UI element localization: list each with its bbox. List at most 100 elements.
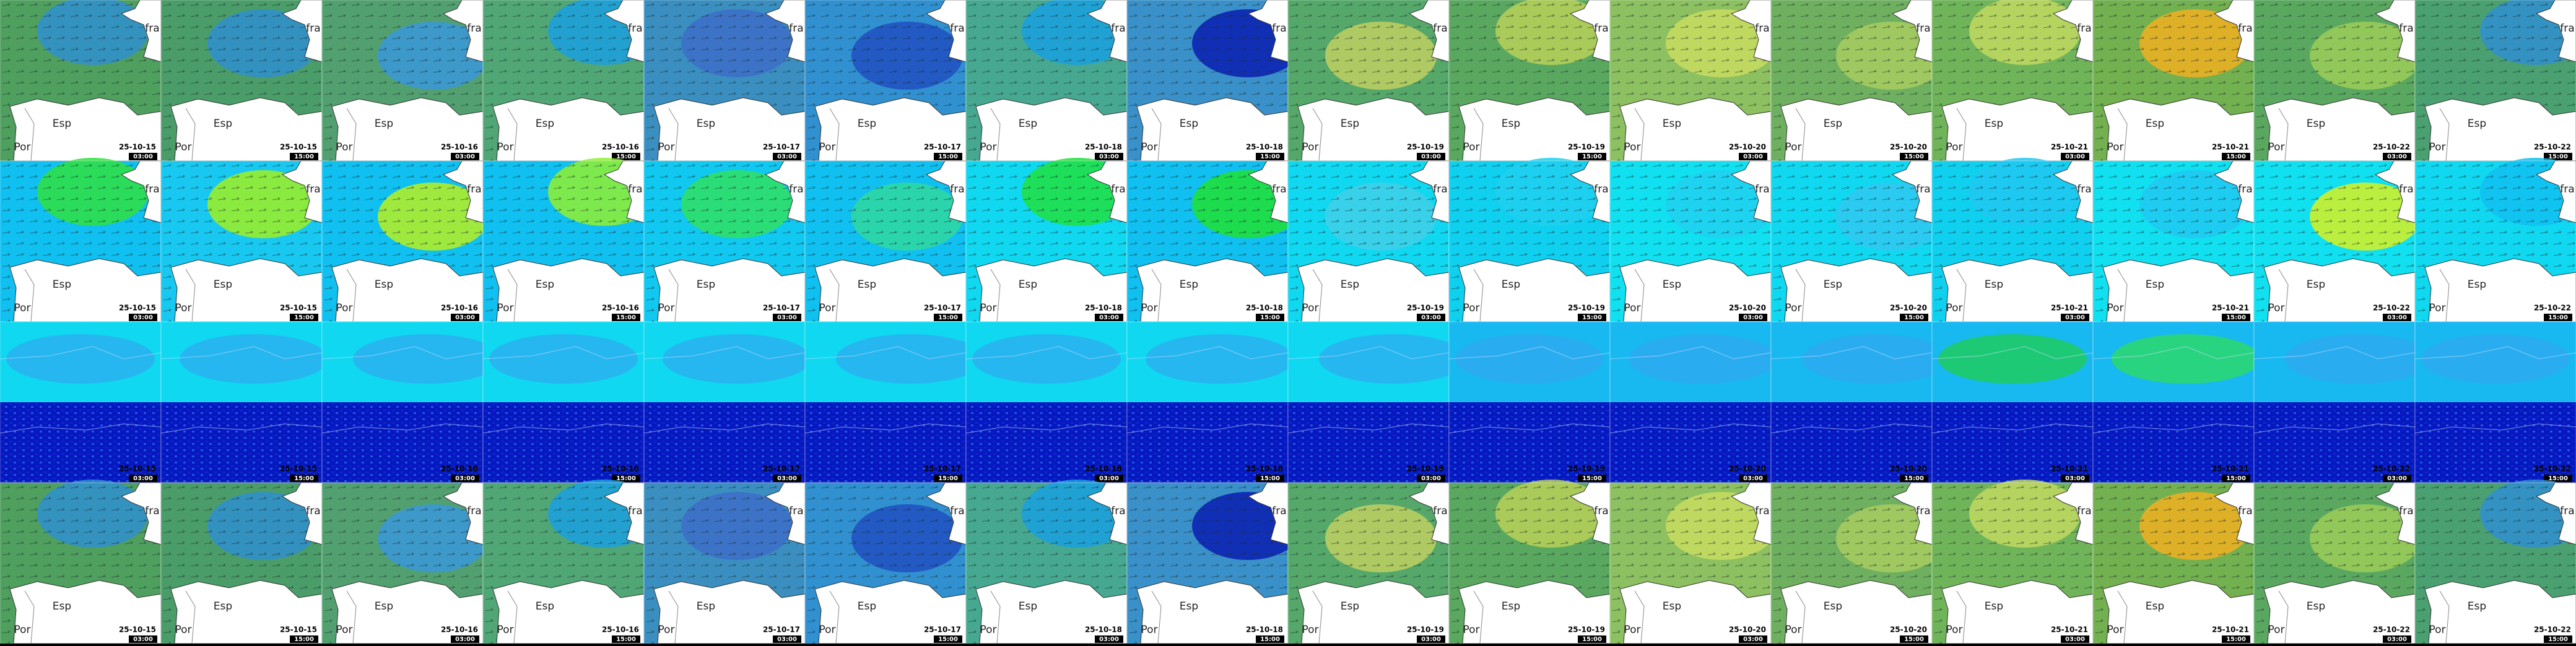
place-label: Por [2107, 141, 2123, 153]
map-tile: 25-10-15 15:00 [160, 321, 328, 483]
time-label: 03:00 [2065, 636, 2085, 643]
swell-area [1802, 334, 1951, 384]
date-label: 25-10-22 [2373, 304, 2410, 312]
place-label: Esp [1824, 600, 1842, 613]
place-label: fra [467, 22, 481, 35]
border [829, 590, 840, 644]
coast-outline [1287, 423, 1450, 434]
map-tile: fra Esp Por 25-10-16 15:00 [482, 480, 659, 644]
border [990, 590, 1001, 644]
place-label: Esp [1985, 278, 2003, 291]
date-label: 25-10-21 [2212, 304, 2249, 312]
swell-area [180, 334, 328, 384]
time-label: 03:00 [2387, 636, 2407, 643]
place-label: Por [336, 141, 352, 153]
speckle [1127, 402, 1288, 483]
place-label: fra [1433, 183, 1447, 196]
time-box [2383, 314, 2411, 321]
time-label: 03:00 [455, 636, 475, 643]
place-label: Esp [697, 278, 715, 291]
map-tile: fra Esp Por 25-10-18 15:00 [1126, 482, 1303, 644]
place-label: Esp [1180, 278, 1198, 291]
coast-outline [2414, 423, 2576, 434]
place-label: Esp [214, 278, 232, 291]
swell-area [1455, 334, 1604, 384]
coast-outline [2092, 423, 2255, 434]
place-label: Esp [1180, 118, 1198, 130]
place-label: Esp [1502, 600, 1520, 613]
place-label: fra [1916, 183, 1930, 196]
time-box [1417, 475, 1445, 482]
place-label: Esp [2146, 278, 2164, 291]
time-label: 15:00 [2548, 636, 2568, 643]
place-label: Por [175, 302, 191, 314]
time-box [290, 314, 318, 321]
time-box [1739, 475, 1767, 482]
map-tile: fra Esp Por 25-10-17 15:00 [804, 160, 967, 322]
place-label: fra [1111, 505, 1125, 517]
map-tile: fra Esp Por 25-10-19 03:00 [1287, 160, 1450, 322]
time-box [612, 635, 640, 643]
place-label: Esp [2468, 118, 2486, 130]
date-label: 25-10-15 [119, 143, 156, 152]
speckle [2093, 402, 2254, 483]
time-box [2544, 314, 2572, 321]
date-label: 25-10-19 [1407, 304, 1444, 312]
place-label: Por [1141, 141, 1157, 153]
place-label: Por [1624, 302, 1640, 314]
time-box [2383, 153, 2411, 160]
time-box [934, 475, 962, 482]
coast-outline [321, 423, 484, 434]
place-label: fra [1916, 505, 1930, 517]
map-tile: fra Esp Por 25-10-20 03:00 [1609, 160, 1777, 322]
time-label: 15:00 [2226, 636, 2246, 643]
time-label: 03:00 [2387, 475, 2407, 482]
map-tile: fra Esp Por 25-10-19 15:00 [1448, 480, 1611, 644]
date-label: 25-10-15 [119, 626, 156, 634]
place-label: Por [1463, 302, 1479, 314]
time-label: 03:00 [2387, 314, 2407, 321]
border [2439, 269, 2450, 322]
time-label: 15:00 [1904, 153, 1924, 160]
map-tile: fra Esp Por 25-10-22 15:00 [2414, 480, 2576, 644]
time-box [451, 314, 479, 321]
place-label: fra [950, 183, 964, 196]
map-tile: 25-10-19 15:00 [1448, 321, 1611, 483]
coast-outline [1770, 346, 1933, 360]
date-label: 25-10-16 [441, 465, 478, 473]
time-box [2061, 475, 2089, 482]
time-box [290, 635, 318, 643]
place-label: Por [1624, 141, 1640, 153]
place-label: Esp [697, 118, 715, 130]
place-label: Por [980, 302, 996, 314]
time-box [2222, 635, 2250, 643]
swell-area [2112, 334, 2260, 384]
border [507, 269, 518, 322]
place-label: Por [2429, 141, 2445, 153]
time-label: 03:00 [1743, 314, 1763, 321]
time-label: 15:00 [2226, 153, 2246, 160]
date-label: 25-10-21 [2051, 143, 2088, 152]
place-label: fra [1433, 505, 1447, 517]
time-box [934, 153, 962, 160]
place-label: Por [1302, 624, 1318, 636]
place-label: Por [980, 624, 996, 636]
speckle [1288, 402, 1449, 483]
place-label: Por [1946, 624, 1962, 636]
place-label: Por [1785, 302, 1801, 314]
date-label: 25-10-22 [2534, 304, 2571, 312]
map-tile: 25-10-17 15:00 [804, 321, 985, 483]
map-tile: fra Esp Por 25-10-22 03:00 [2253, 160, 2421, 322]
place-label: fra [789, 505, 803, 517]
time-box [612, 153, 640, 160]
time-box [2222, 153, 2250, 160]
date-label: 25-10-17 [924, 465, 961, 473]
swell-area [2421, 334, 2570, 384]
place-label: Esp [536, 600, 554, 613]
place-label: Esp [1341, 600, 1359, 613]
place-label: Esp [536, 118, 554, 130]
place-label: fra [1755, 505, 1769, 517]
map-tile: fra Esp Por 25-10-18 15:00 [1126, 160, 1303, 322]
place-label: Esp [1019, 118, 1037, 130]
